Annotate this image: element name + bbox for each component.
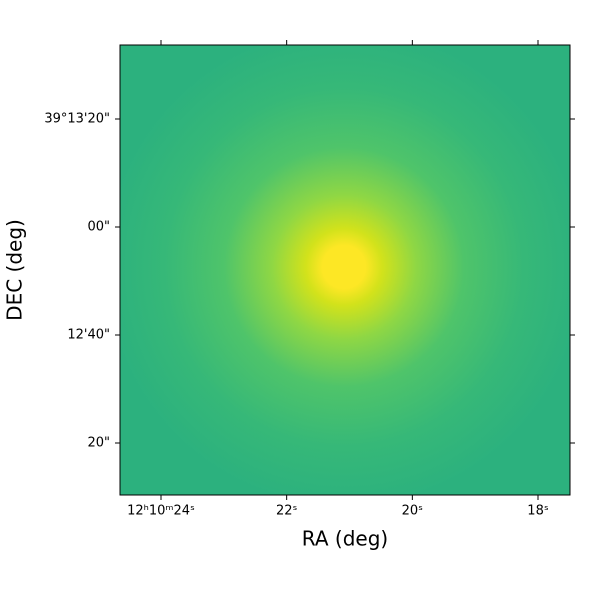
x-tick-label: 20ˢ <box>402 504 424 519</box>
source-glow <box>120 45 570 495</box>
x-axis-label: RA (deg) <box>302 527 388 551</box>
y-tick-label: 12'40" <box>67 328 110 343</box>
y-tick-label: 20" <box>87 435 110 450</box>
x-tick-label: 12ʰ10ᵐ24ˢ <box>127 504 195 519</box>
x-tick-label: 22ˢ <box>276 504 298 519</box>
plot-frame <box>119 44 571 496</box>
y-tick-label: 39°13'20" <box>44 112 110 127</box>
x-tick-label: 18ˢ <box>527 504 549 519</box>
y-tick-label: 00" <box>87 219 110 234</box>
y-axis-label: DEC (deg) <box>3 219 27 321</box>
